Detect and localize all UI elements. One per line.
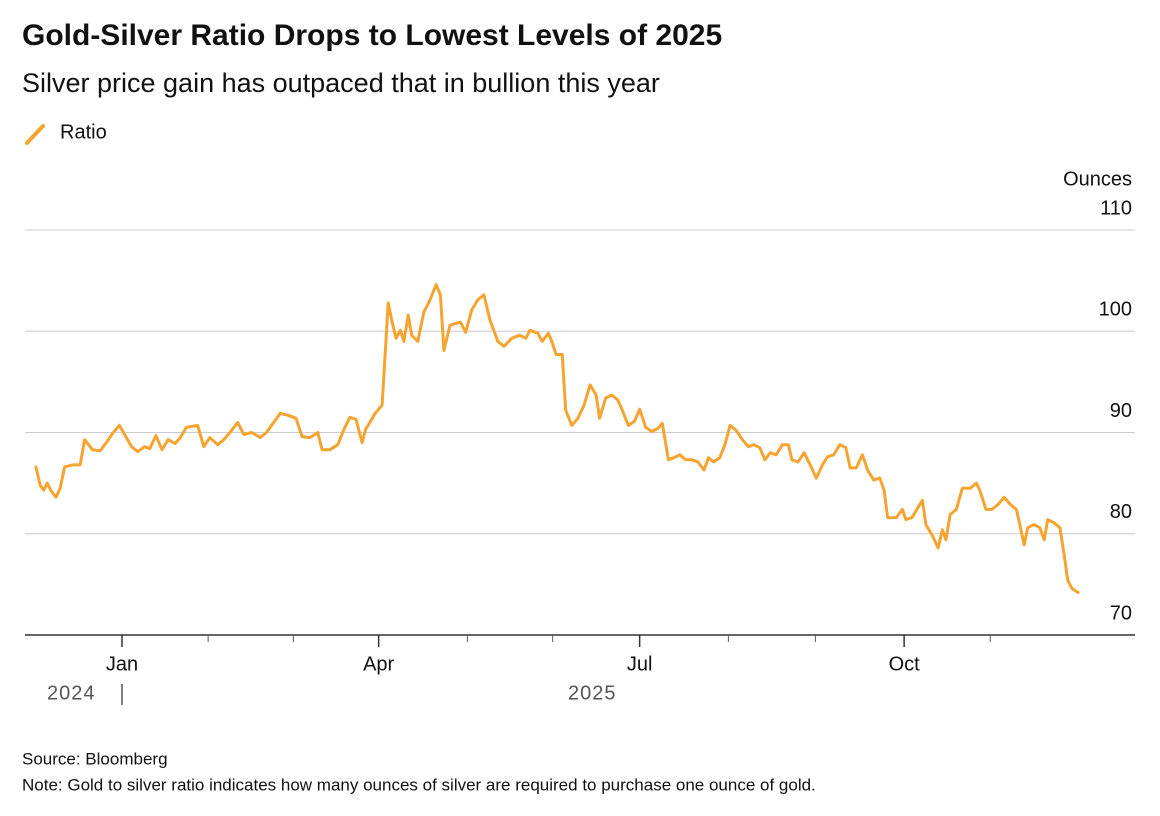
source: Source: Bloomberg [22,749,168,768]
x-tick-label: Jul [627,653,653,675]
x-tick-label: Oct [889,653,921,675]
x-tick-label: Jan [106,653,138,675]
y-axis-label: Ounces [1063,168,1132,190]
y-tick-label: 90 [1110,400,1132,422]
year-label: 2025 [568,682,617,704]
chart-subtitle: Silver price gain has outpaced that in b… [22,68,660,98]
y-tick-label: 100 [1099,299,1132,321]
y-tick-label: 80 [1110,501,1132,523]
year-label: 2024 [47,682,96,704]
x-tick-label: Apr [363,653,394,675]
y-tick-label: 110 [1100,197,1132,219]
chart-title: Gold-Silver Ratio Drops to Lowest Levels… [22,19,722,52]
data-line [34,283,1080,594]
note: Note: Gold to silver ratio indicates how… [22,775,816,794]
legend-label: Ratio [60,121,107,143]
legend-swatch [25,124,45,145]
y-tick-label: 70 [1110,602,1132,624]
